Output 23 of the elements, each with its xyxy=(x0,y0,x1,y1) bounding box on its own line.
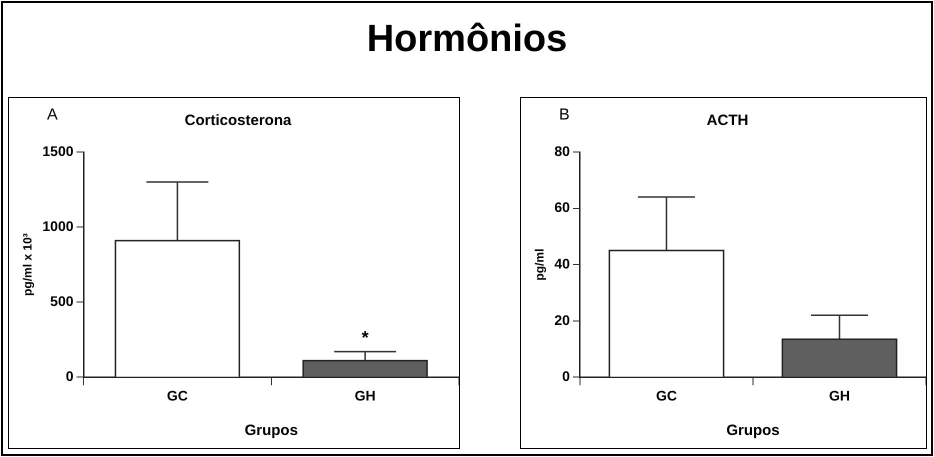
x-axis-title: Grupos xyxy=(244,422,298,440)
y-tick-label: 500 xyxy=(50,292,74,309)
y-axis-title: pg/ml x 10³ xyxy=(20,233,35,296)
y-tick-label: 20 xyxy=(554,312,570,328)
chart-title: Corticosterona xyxy=(184,112,292,130)
text: Hormônios xyxy=(366,18,568,61)
chart-title: ACTH xyxy=(706,112,748,130)
x-axis-title: Grupos xyxy=(726,422,780,440)
text: B xyxy=(559,106,570,124)
text: A xyxy=(47,106,58,124)
y-tick-label: 80 xyxy=(554,142,570,159)
annotation: * xyxy=(362,328,369,348)
x-tick-label: GH xyxy=(354,387,376,404)
y-tick-label: 60 xyxy=(554,199,570,216)
y-tick-label: 0 xyxy=(562,368,570,384)
y-tick-label: 0 xyxy=(66,368,74,384)
y-axis-title: pg/ml xyxy=(532,248,547,281)
x-tick-label: GH xyxy=(828,387,850,404)
y-tick-label: 1500 xyxy=(42,142,74,159)
y-tick-label: 1000 xyxy=(42,218,74,234)
x-tick-label: GC xyxy=(656,387,677,404)
x-tick-label: GC xyxy=(166,387,188,404)
y-tick-label: 40 xyxy=(554,255,570,272)
